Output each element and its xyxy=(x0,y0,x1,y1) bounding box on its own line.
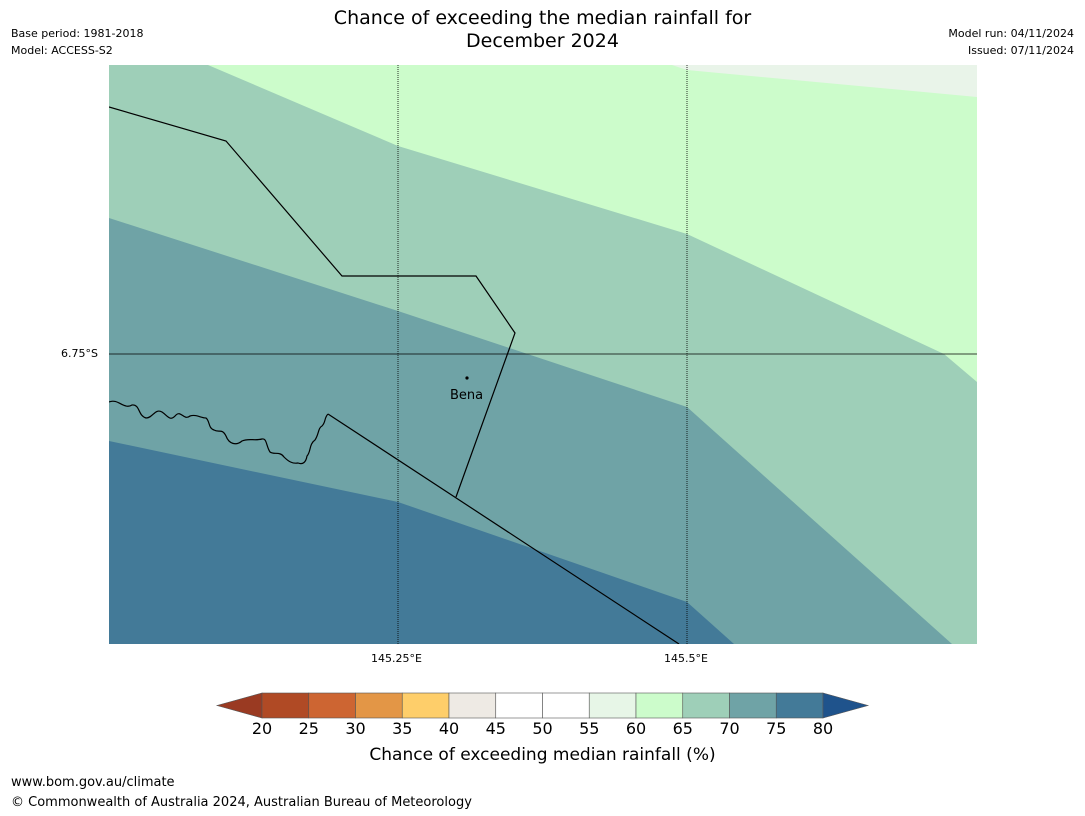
colorbar-tick-label: 55 xyxy=(579,719,600,738)
band-60-65 xyxy=(208,65,977,382)
colorbar-segment xyxy=(635,692,684,719)
bena-label: Bena xyxy=(450,388,484,403)
colorbar-tick-label: 80 xyxy=(812,719,834,738)
colorbar-segment xyxy=(261,692,310,719)
map-area xyxy=(109,65,977,644)
colorbar-segment xyxy=(308,692,356,719)
chart-title: Chance of exceeding the median rainfall … xyxy=(0,7,1085,53)
band-55-60 xyxy=(672,65,977,97)
lon-label-145-25: 145.25°E xyxy=(371,652,422,665)
colorbar-tick-label: 65 xyxy=(672,719,693,738)
colorbar-tick-label: 40 xyxy=(438,719,460,738)
colorbar-segment xyxy=(448,692,497,719)
colorbar-tick-label: 30 xyxy=(345,719,366,738)
coastline xyxy=(109,400,329,465)
model-text: Model: ACCESS-S2 xyxy=(11,44,113,57)
colorbar-segment xyxy=(542,692,590,719)
title-line-1: Chance of exceeding the median rainfall … xyxy=(333,7,752,29)
colorbar-segment xyxy=(495,692,543,719)
colorbar-tick-label: 60 xyxy=(625,719,647,738)
colorbar-tick-label: 25 xyxy=(298,719,319,738)
colorbar-tick-label: 70 xyxy=(719,719,740,738)
colorbar-segment xyxy=(682,692,730,719)
colorbar-segment xyxy=(588,692,637,719)
colorbar-segment xyxy=(355,692,403,719)
colorbar-tick-label: 50 xyxy=(532,719,553,738)
colorbar-tick-label: 45 xyxy=(485,719,506,738)
band-75-80 xyxy=(109,441,734,644)
lon-label-145-5: 145.5°E xyxy=(664,652,708,665)
colorbar-under-arrow xyxy=(215,692,263,719)
footer-copyright: © Commonwealth of Australia 2024, Austra… xyxy=(11,795,472,810)
province-boundary-south xyxy=(327,413,680,644)
colorbar-segment xyxy=(775,692,824,719)
colorbar-tick-label: 35 xyxy=(392,719,413,738)
colorbar-title: Chance of exceeding median rainfall (%) xyxy=(369,745,716,765)
title-line-2: December 2024 xyxy=(466,30,619,52)
lat-label: 6.75°S xyxy=(61,347,98,360)
footer-url: www.bom.gov.au/climate xyxy=(11,775,175,790)
base-period-text: Base period: 1981-2018 xyxy=(11,27,144,40)
colorbar-tick-label: 20 xyxy=(251,719,273,738)
province-boundary xyxy=(109,106,516,498)
colorbar-over-arrow xyxy=(822,692,870,719)
colorbar-segment xyxy=(401,692,450,719)
model-run-text: Model run: 04/11/2024 xyxy=(948,27,1074,40)
colorbar-tick-label: 75 xyxy=(766,719,787,738)
bena-marker xyxy=(465,376,469,380)
colorbar-segment xyxy=(729,692,777,719)
issued-text: Issued: 07/11/2024 xyxy=(967,44,1074,57)
